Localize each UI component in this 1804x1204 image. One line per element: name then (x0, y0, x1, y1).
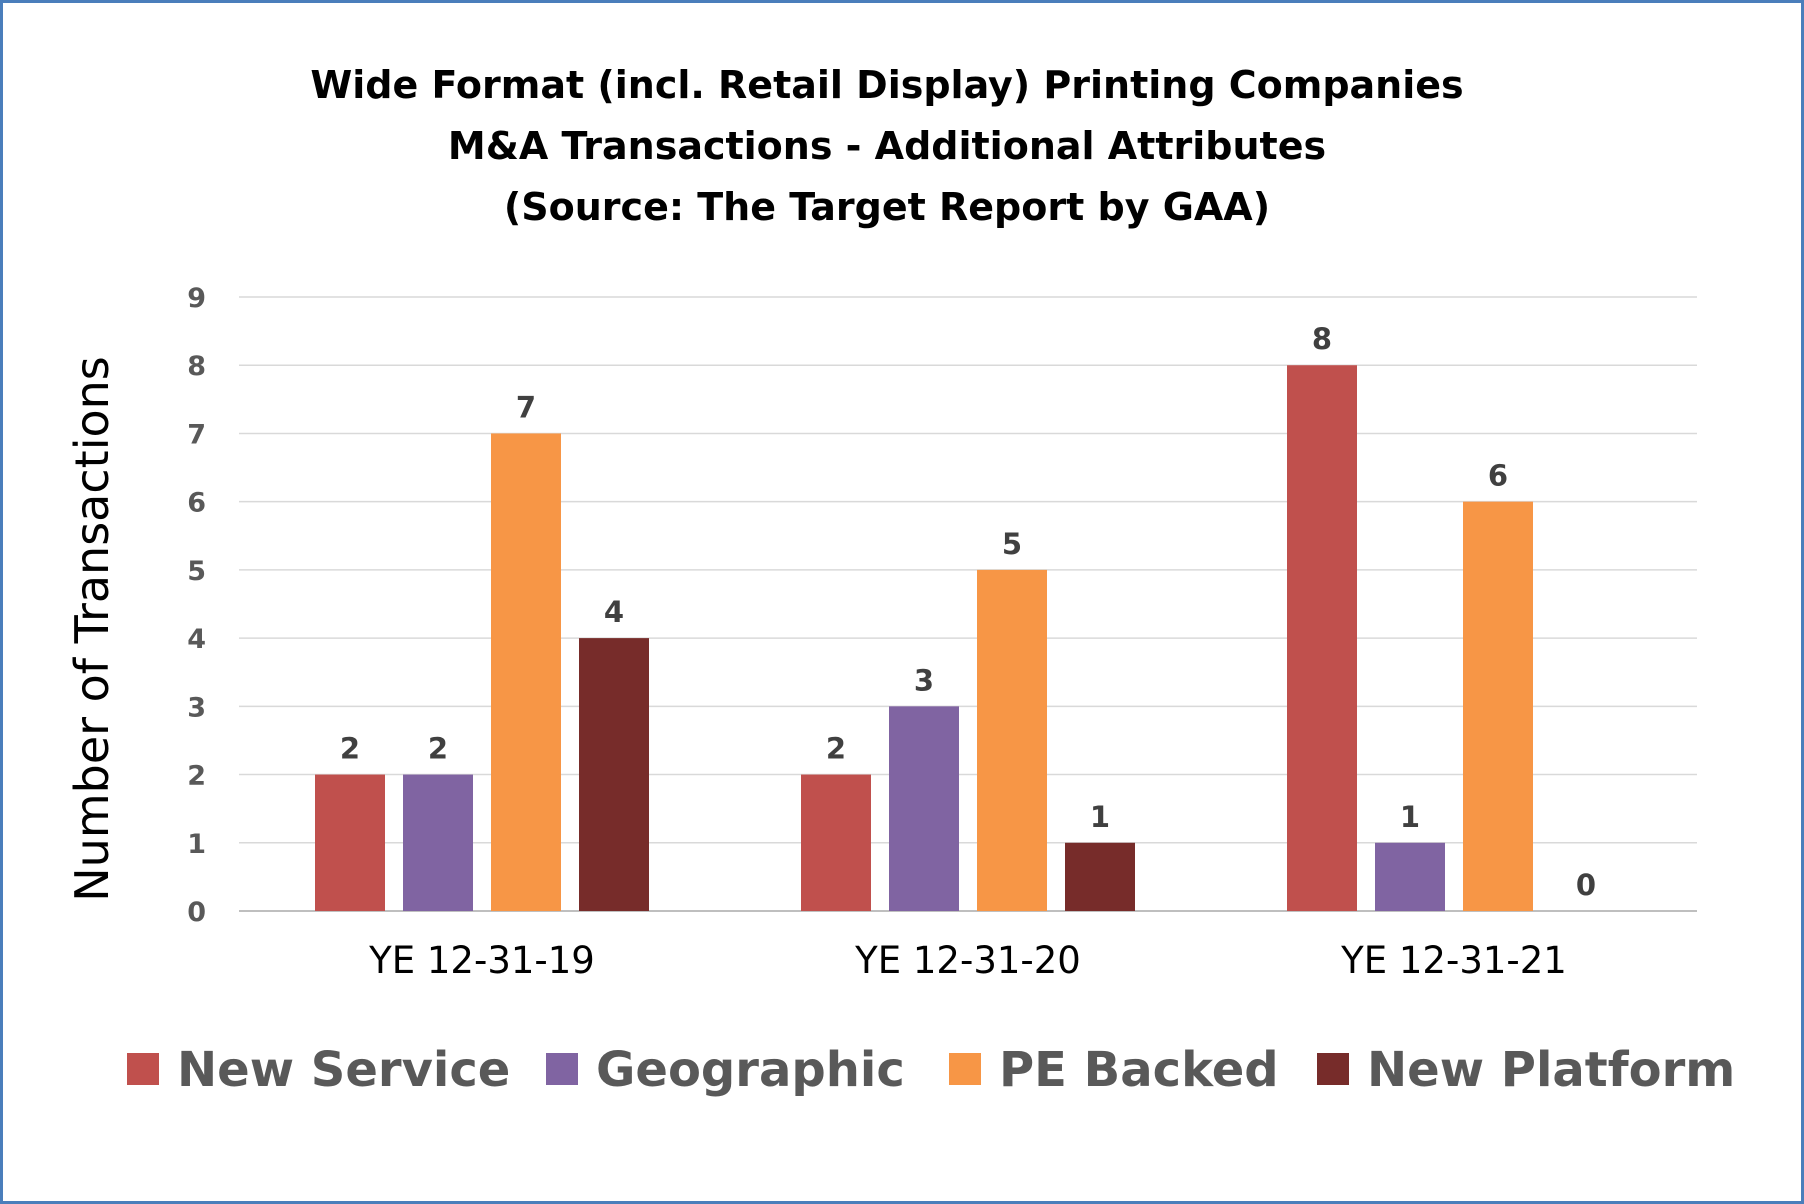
chart-title-line-2: M&A Transactions - Additional Attributes (448, 124, 1326, 168)
bars (315, 365, 1533, 911)
data-labels: 2 2 7 4 2 3 5 1 8 1 6 0 (340, 322, 1596, 902)
x-tick-label: YE 12-31-19 (368, 939, 595, 982)
bar-geographic-0 (403, 774, 473, 911)
bar-pe-backed-2 (1463, 501, 1533, 911)
bar-chart: Wide Format (incl. Retail Display) Print… (65, 63, 1735, 1098)
data-label: 2 (340, 732, 360, 766)
chart-title-line-1: Wide Format (incl. Retail Display) Print… (310, 63, 1463, 107)
legend-swatch-new-service (127, 1053, 159, 1085)
legend-swatch-pe-backed (949, 1053, 981, 1085)
bar-new-platform-0 (579, 638, 649, 911)
legend-label: New Service (177, 1042, 510, 1098)
y-tick-label: 8 (187, 351, 206, 382)
data-label: 8 (1312, 322, 1332, 356)
y-tick-label: 5 (187, 556, 206, 587)
legend-swatch-new-platform (1317, 1053, 1349, 1085)
y-tick-label: 9 (187, 283, 206, 314)
legend-swatch-geographic (546, 1053, 578, 1085)
y-tick-label: 7 (187, 419, 206, 450)
data-label: 7 (516, 390, 536, 424)
bar-geographic-2 (1375, 842, 1445, 911)
data-label: 6 (1488, 459, 1508, 493)
y-tick-label: 3 (187, 692, 206, 723)
bar-new-service-0 (315, 774, 385, 911)
bar-new-service-1 (801, 774, 871, 911)
bar-pe-backed-1 (977, 569, 1047, 911)
chart-title: Wide Format (incl. Retail Display) Print… (310, 63, 1463, 229)
y-axis-ticks: 0 1 2 3 4 5 6 7 8 9 (187, 283, 206, 928)
data-label: 1 (1090, 800, 1110, 834)
data-label: 0 (1576, 868, 1596, 902)
y-tick-label: 4 (187, 624, 206, 655)
gridlines (239, 296, 1697, 912)
x-tick-label: YE 12-31-21 (1340, 939, 1567, 982)
legend-label: New Platform (1367, 1042, 1735, 1098)
chart-title-line-3: (Source: The Target Report by GAA) (504, 185, 1270, 229)
y-tick-label: 0 (187, 897, 206, 928)
bar-pe-backed-0 (491, 433, 561, 911)
y-axis-label: Number of Transactions (65, 356, 119, 902)
y-tick-label: 1 (187, 829, 206, 860)
data-label: 3 (914, 663, 934, 697)
x-tick-label: YE 12-31-20 (854, 939, 1081, 982)
data-label: 5 (1002, 527, 1022, 561)
data-label: 2 (428, 732, 448, 766)
data-label: 1 (1400, 800, 1420, 834)
x-axis-ticks: YE 12-31-19 YE 12-31-20 YE 12-31-21 (368, 939, 1567, 982)
bar-new-platform-1 (1065, 842, 1135, 911)
bar-geographic-1 (889, 706, 959, 911)
data-label: 2 (826, 732, 846, 766)
legend-label: Geographic (596, 1042, 905, 1098)
y-tick-label: 2 (187, 761, 206, 792)
legend-label: PE Backed (999, 1042, 1279, 1098)
bar-new-service-2 (1287, 365, 1357, 911)
y-tick-label: 6 (187, 488, 206, 519)
legend: New Service Geographic PE Backed New Platfo… (127, 1042, 1735, 1098)
data-label: 4 (604, 595, 624, 629)
